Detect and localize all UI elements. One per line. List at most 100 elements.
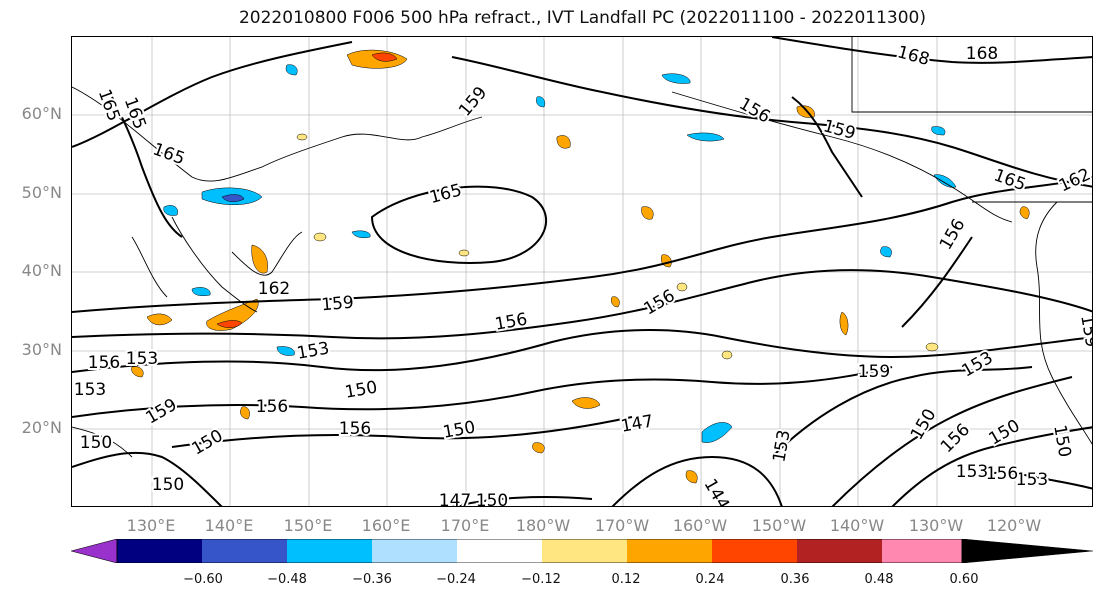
map-panel[interactable]: 165 165 165 159 168 168 156 159 165 162 …	[71, 36, 1093, 507]
contour-label: 165	[150, 139, 187, 169]
contour-label: 156	[986, 464, 1018, 484]
gridlines	[72, 37, 1092, 506]
contour-label: 150	[343, 377, 378, 402]
shaded-patch	[571, 397, 601, 409]
contour-label: 159	[321, 293, 355, 316]
colorbar-segment	[627, 539, 712, 563]
lon-label: 130°W	[908, 516, 964, 535]
colorbar-tick-label: 0.12	[611, 572, 641, 587]
lon-label: 170°W	[594, 516, 650, 535]
colorbar-segment	[542, 539, 627, 563]
shaded-patch	[146, 313, 173, 326]
shaded-patch	[661, 254, 672, 268]
shaded-patch	[313, 232, 327, 242]
shaded-patch	[931, 126, 946, 136]
colorbar-tick-label: 0.36	[780, 572, 810, 587]
contour-label: 153	[74, 380, 106, 400]
coastlines	[72, 37, 1092, 458]
contour-label: 165	[427, 180, 464, 208]
colorbar-segment	[712, 539, 797, 563]
contour-label: 156	[339, 419, 371, 439]
lon-label: 150°E	[283, 516, 333, 535]
colorbar-segment	[961, 539, 1093, 563]
shaded-patch	[276, 346, 295, 356]
contour-label: 159	[142, 395, 180, 429]
contour-label: 150	[188, 426, 226, 460]
lon-label: 120°W	[986, 516, 1042, 535]
contour-label: 156	[88, 353, 120, 373]
shaded-patch	[721, 350, 733, 360]
colorbar-segment	[797, 539, 882, 563]
contour-label: 159	[858, 362, 890, 382]
colorbar-segment	[71, 539, 118, 563]
shaded-patch	[191, 287, 211, 296]
colorbar-tick-label: 0.24	[695, 572, 725, 587]
refractivity-anomaly-shading	[131, 49, 1030, 484]
shaded-patch	[925, 342, 939, 352]
colorbar-segment	[372, 539, 457, 563]
lon-label: 160°W	[672, 516, 728, 535]
colorbar-tick-label: 0.60	[949, 572, 979, 587]
shaded-patch	[351, 230, 371, 239]
lat-label: 40°N	[21, 261, 62, 280]
shaded-patch	[296, 133, 308, 141]
shaded-patch	[536, 96, 546, 108]
shaded-patch	[163, 205, 178, 216]
contour-label: 150	[441, 417, 476, 442]
shaded-patch	[221, 194, 245, 202]
colorbar-segment	[202, 539, 287, 563]
contour-label: 156	[640, 286, 678, 320]
shaded-patch	[131, 366, 144, 378]
colorbar-segment	[287, 539, 372, 563]
lon-label: 170°E	[440, 516, 490, 535]
shaded-patch	[641, 206, 654, 220]
map-title: 2022010800 F006 500 hPa refract., IVT La…	[238, 8, 926, 28]
contour-label: 165	[120, 95, 150, 132]
shaded-patch	[371, 52, 398, 62]
contour-label: 162	[1056, 165, 1093, 197]
contour-label: 156	[256, 397, 288, 417]
lon-label: 160°E	[361, 516, 411, 535]
colorbar-tick-label: −0.36	[352, 572, 392, 587]
colorbar-segment	[457, 539, 542, 563]
contour-label: 153	[295, 338, 330, 363]
contour-label: 156	[735, 94, 773, 128]
contour-label: 153	[1016, 470, 1048, 490]
lat-label: 60°N	[21, 104, 62, 123]
shaded-patch	[880, 246, 892, 258]
lon-label: 140°W	[829, 516, 885, 535]
contour-label: 150	[1049, 423, 1074, 458]
contour-label: 153	[956, 462, 988, 482]
lon-label: 130°E	[126, 516, 176, 535]
contour-label: 159	[1076, 313, 1093, 348]
contour-label: 147	[619, 411, 654, 436]
contour-label: 168	[895, 42, 932, 70]
shaded-patch	[251, 244, 268, 274]
shaded-patch	[240, 406, 250, 420]
colorbar-tick-label: −0.48	[267, 572, 307, 587]
shaded-patch	[556, 135, 571, 149]
contour-label: 147	[439, 491, 471, 507]
contour-label: 153	[126, 349, 158, 369]
contour-label: 156	[937, 420, 974, 457]
lon-label: 140°E	[204, 516, 254, 535]
shaded-patch	[661, 73, 691, 84]
contour-label: 168	[966, 44, 998, 64]
colorbar-segment	[117, 539, 202, 563]
colorbar	[71, 539, 1093, 563]
shaded-patch	[839, 311, 849, 336]
lat-label: 20°N	[21, 418, 62, 437]
shaded-patch	[1019, 206, 1030, 220]
refractivity-contours	[72, 37, 1092, 506]
shaded-patch	[285, 64, 298, 76]
shaded-patch	[458, 249, 470, 257]
shaded-patch	[532, 442, 545, 454]
colorbar-tick-label: 0.48	[864, 572, 894, 587]
contour-label: 150	[152, 475, 184, 495]
colorbar-tick-label: −0.12	[521, 572, 561, 587]
contour-label: 156	[493, 309, 528, 334]
lon-label: 150°W	[751, 516, 807, 535]
shaded-patch	[701, 422, 733, 443]
contour-label: 153	[769, 428, 794, 463]
shaded-patch	[685, 470, 698, 484]
